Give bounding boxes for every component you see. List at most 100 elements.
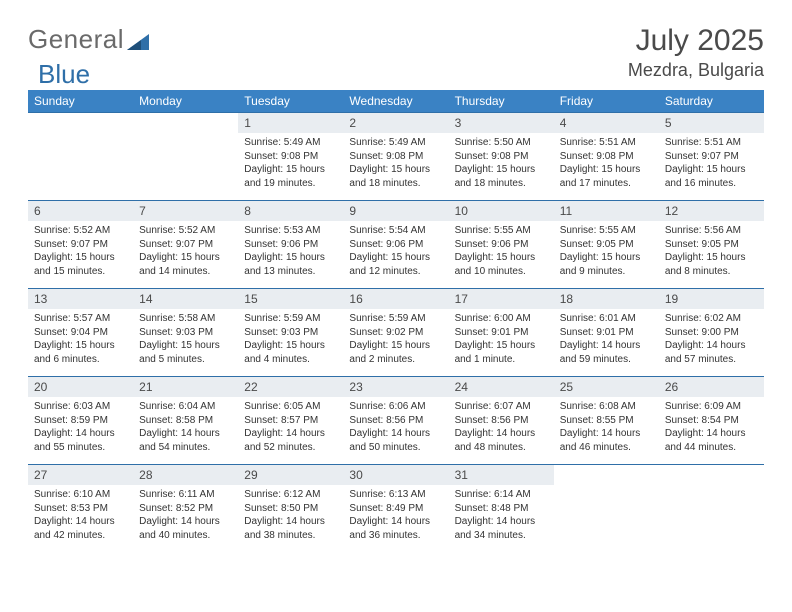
sunrise-text: Sunrise: 5:57 AM <box>34 312 127 326</box>
sunset-text: Sunset: 9:07 PM <box>34 238 127 252</box>
sunrise-text: Sunrise: 6:01 AM <box>560 312 653 326</box>
weekday-header: Wednesday <box>343 90 448 113</box>
day-content-row: Sunrise: 5:49 AMSunset: 9:08 PMDaylight:… <box>28 133 764 201</box>
weekday-header: Tuesday <box>238 90 343 113</box>
sunrise-text: Sunrise: 6:07 AM <box>455 400 548 414</box>
daylight-text: Daylight: 14 hours and 50 minutes. <box>349 427 442 454</box>
sunrise-text: Sunrise: 5:59 AM <box>244 312 337 326</box>
day-content-cell: Sunrise: 6:01 AMSunset: 9:01 PMDaylight:… <box>554 309 659 377</box>
daylight-text: Daylight: 15 hours and 18 minutes. <box>349 163 442 190</box>
daylight-text: Daylight: 15 hours and 13 minutes. <box>244 251 337 278</box>
sunset-text: Sunset: 9:08 PM <box>349 150 442 164</box>
day-content-cell: Sunrise: 5:59 AMSunset: 9:02 PMDaylight:… <box>343 309 448 377</box>
calendar-table: SundayMondayTuesdayWednesdayThursdayFrid… <box>28 90 764 552</box>
day-content-cell: Sunrise: 6:12 AMSunset: 8:50 PMDaylight:… <box>238 485 343 552</box>
brand-part1: General <box>28 24 124 55</box>
sunset-text: Sunset: 9:05 PM <box>560 238 653 252</box>
brand-part2: Blue <box>38 59 90 89</box>
sunrise-text: Sunrise: 5:52 AM <box>34 224 127 238</box>
daylight-text: Daylight: 14 hours and 46 minutes. <box>560 427 653 454</box>
sunset-text: Sunset: 9:07 PM <box>665 150 758 164</box>
daylight-text: Daylight: 14 hours and 42 minutes. <box>34 515 127 542</box>
sunset-text: Sunset: 8:54 PM <box>665 414 758 428</box>
day-number-cell: 6 <box>28 201 133 222</box>
sunset-text: Sunset: 8:52 PM <box>139 502 232 516</box>
sunrise-text: Sunrise: 6:02 AM <box>665 312 758 326</box>
sunset-text: Sunset: 9:08 PM <box>560 150 653 164</box>
day-content-cell <box>28 133 133 201</box>
day-content-cell: Sunrise: 5:50 AMSunset: 9:08 PMDaylight:… <box>449 133 554 201</box>
day-content-cell: Sunrise: 5:56 AMSunset: 9:05 PMDaylight:… <box>659 221 764 289</box>
day-content-cell: Sunrise: 5:49 AMSunset: 9:08 PMDaylight:… <box>343 133 448 201</box>
day-number-cell: 22 <box>238 377 343 398</box>
day-number-row: 13141516171819 <box>28 289 764 310</box>
day-content-cell: Sunrise: 5:57 AMSunset: 9:04 PMDaylight:… <box>28 309 133 377</box>
day-content-cell: Sunrise: 5:59 AMSunset: 9:03 PMDaylight:… <box>238 309 343 377</box>
day-number-cell: 25 <box>554 377 659 398</box>
day-content-cell: Sunrise: 5:53 AMSunset: 9:06 PMDaylight:… <box>238 221 343 289</box>
day-number-cell: 1 <box>238 113 343 134</box>
sunrise-text: Sunrise: 5:53 AM <box>244 224 337 238</box>
day-number-cell: 30 <box>343 465 448 486</box>
day-number-cell: 29 <box>238 465 343 486</box>
sunset-text: Sunset: 8:50 PM <box>244 502 337 516</box>
day-number-row: 2728293031 <box>28 465 764 486</box>
sunset-text: Sunset: 8:53 PM <box>34 502 127 516</box>
day-number-cell: 8 <box>238 201 343 222</box>
sunrise-text: Sunrise: 5:52 AM <box>139 224 232 238</box>
daylight-text: Daylight: 15 hours and 8 minutes. <box>665 251 758 278</box>
daylight-text: Daylight: 14 hours and 55 minutes. <box>34 427 127 454</box>
day-content-cell: Sunrise: 5:51 AMSunset: 9:08 PMDaylight:… <box>554 133 659 201</box>
day-number-cell: 5 <box>659 113 764 134</box>
daylight-text: Daylight: 14 hours and 34 minutes. <box>455 515 548 542</box>
sunset-text: Sunset: 9:01 PM <box>560 326 653 340</box>
day-number-row: 20212223242526 <box>28 377 764 398</box>
day-number-cell: 11 <box>554 201 659 222</box>
day-content-cell: Sunrise: 6:13 AMSunset: 8:49 PMDaylight:… <box>343 485 448 552</box>
day-content-cell: Sunrise: 6:09 AMSunset: 8:54 PMDaylight:… <box>659 397 764 465</box>
day-content-cell: Sunrise: 6:05 AMSunset: 8:57 PMDaylight:… <box>238 397 343 465</box>
sunset-text: Sunset: 9:07 PM <box>139 238 232 252</box>
day-number-cell <box>659 465 764 486</box>
sunset-text: Sunset: 8:58 PM <box>139 414 232 428</box>
day-content-cell: Sunrise: 5:49 AMSunset: 9:08 PMDaylight:… <box>238 133 343 201</box>
sunrise-text: Sunrise: 5:56 AM <box>665 224 758 238</box>
daylight-text: Daylight: 14 hours and 40 minutes. <box>139 515 232 542</box>
day-content-cell <box>554 485 659 552</box>
day-number-cell: 18 <box>554 289 659 310</box>
daylight-text: Daylight: 15 hours and 1 minute. <box>455 339 548 366</box>
day-number-cell: 3 <box>449 113 554 134</box>
sunrise-text: Sunrise: 6:04 AM <box>139 400 232 414</box>
sunrise-text: Sunrise: 5:50 AM <box>455 136 548 150</box>
day-content-cell: Sunrise: 6:00 AMSunset: 9:01 PMDaylight:… <box>449 309 554 377</box>
daylight-text: Daylight: 15 hours and 17 minutes. <box>560 163 653 190</box>
sunset-text: Sunset: 9:04 PM <box>34 326 127 340</box>
day-content-cell: Sunrise: 5:52 AMSunset: 9:07 PMDaylight:… <box>28 221 133 289</box>
sunset-text: Sunset: 8:59 PM <box>34 414 127 428</box>
sunrise-text: Sunrise: 6:03 AM <box>34 400 127 414</box>
day-number-cell: 20 <box>28 377 133 398</box>
day-content-cell <box>133 133 238 201</box>
sunrise-text: Sunrise: 6:10 AM <box>34 488 127 502</box>
day-number-row: 12345 <box>28 113 764 134</box>
sunset-text: Sunset: 9:06 PM <box>455 238 548 252</box>
daylight-text: Daylight: 15 hours and 10 minutes. <box>455 251 548 278</box>
daylight-text: Daylight: 15 hours and 14 minutes. <box>139 251 232 278</box>
sunrise-text: Sunrise: 5:55 AM <box>560 224 653 238</box>
day-number-cell: 9 <box>343 201 448 222</box>
sunrise-text: Sunrise: 5:51 AM <box>665 136 758 150</box>
day-content-row: Sunrise: 6:03 AMSunset: 8:59 PMDaylight:… <box>28 397 764 465</box>
day-number-cell: 31 <box>449 465 554 486</box>
daylight-text: Daylight: 14 hours and 59 minutes. <box>560 339 653 366</box>
sunset-text: Sunset: 9:06 PM <box>244 238 337 252</box>
sunrise-text: Sunrise: 5:59 AM <box>349 312 442 326</box>
day-number-cell: 26 <box>659 377 764 398</box>
day-content-cell: Sunrise: 5:54 AMSunset: 9:06 PMDaylight:… <box>343 221 448 289</box>
day-number-cell: 21 <box>133 377 238 398</box>
sunset-text: Sunset: 9:02 PM <box>349 326 442 340</box>
day-content-cell: Sunrise: 5:55 AMSunset: 9:05 PMDaylight:… <box>554 221 659 289</box>
sunset-text: Sunset: 8:49 PM <box>349 502 442 516</box>
daylight-text: Daylight: 15 hours and 18 minutes. <box>455 163 548 190</box>
sunrise-text: Sunrise: 5:51 AM <box>560 136 653 150</box>
day-number-cell: 27 <box>28 465 133 486</box>
